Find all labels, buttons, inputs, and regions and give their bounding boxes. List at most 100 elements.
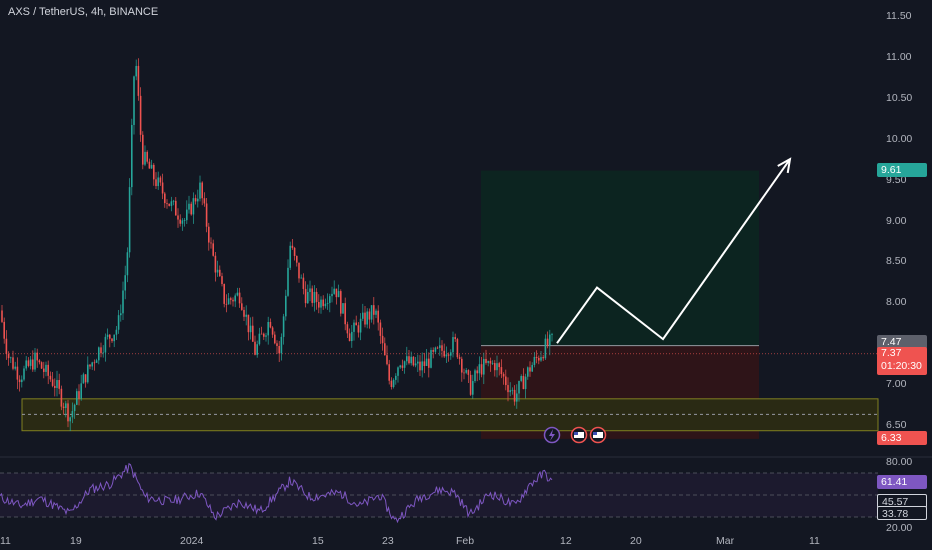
last-price-badge: 7.37 01:20:30 [877, 347, 927, 375]
candle-body [384, 343, 386, 356]
candle [551, 332, 553, 342]
candle [40, 361, 43, 370]
candle [544, 334, 547, 361]
candle-body [102, 352, 104, 354]
candle [498, 361, 500, 376]
candle-body [67, 403, 69, 422]
candle [34, 348, 36, 372]
candle [102, 345, 104, 358]
candle-body [441, 345, 443, 351]
candle-body [364, 312, 366, 325]
candle [502, 372, 505, 385]
candle [16, 357, 19, 390]
candle [12, 350, 14, 371]
candle-body [197, 198, 199, 202]
candle [403, 360, 406, 374]
candle [531, 362, 533, 372]
candle-body [100, 347, 102, 354]
candle [254, 335, 256, 356]
candle-body [527, 367, 529, 377]
candle-body [546, 338, 549, 346]
candle [245, 305, 247, 326]
candle-body [3, 321, 5, 339]
candle [318, 294, 320, 314]
candle [60, 385, 63, 411]
candle [146, 150, 148, 164]
candle [10, 356, 12, 363]
candle [91, 361, 93, 370]
candle-body [122, 290, 124, 314]
candle [425, 349, 428, 367]
price-tick-label: 7.00 [886, 378, 907, 391]
candle-body [21, 379, 23, 383]
candle [150, 159, 153, 169]
candle [485, 349, 487, 365]
candle-body [109, 334, 111, 339]
candle-body [131, 124, 133, 188]
candle [285, 289, 287, 321]
candle-body [315, 291, 318, 302]
candle-body [234, 295, 236, 302]
candle-body [25, 360, 27, 369]
candle [263, 332, 265, 340]
symbol-header[interactable]: AXS / TetherUS, 4h, BINANCE [8, 6, 159, 18]
candle [377, 305, 379, 331]
candle-body [7, 354, 10, 359]
candle-body [476, 370, 478, 374]
candle [197, 189, 199, 208]
candle-body [454, 337, 456, 340]
candle [276, 340, 278, 355]
candle-body [540, 357, 542, 361]
candle-body [93, 362, 96, 364]
candle-body [379, 322, 382, 336]
candle [27, 357, 30, 368]
candle [331, 286, 333, 303]
candle-body [311, 288, 313, 303]
candle-body [38, 360, 41, 363]
candle [135, 59, 137, 81]
candle [199, 175, 201, 202]
candle-body [375, 310, 377, 315]
candle [95, 358, 98, 363]
candle [183, 217, 186, 227]
candle [472, 374, 474, 399]
candle [153, 163, 155, 186]
candle [467, 369, 470, 383]
candle-body [318, 301, 320, 308]
candle [441, 340, 443, 358]
candle-body [179, 219, 181, 224]
time-tick-label: 2024 [180, 535, 204, 547]
candle [67, 399, 69, 428]
candle-body [467, 370, 470, 375]
candle [417, 354, 419, 373]
candle-body [139, 95, 142, 135]
candle-body [355, 322, 357, 326]
candle [289, 241, 291, 271]
candle-body [238, 292, 241, 304]
candle-body [516, 393, 518, 402]
candle [478, 356, 481, 381]
candle [234, 293, 236, 308]
candle [353, 319, 355, 341]
candle-body [18, 379, 21, 383]
candle-body [538, 357, 540, 361]
candle [25, 356, 27, 371]
rsi-lower-badge: 33.78 [877, 506, 927, 520]
candle [142, 131, 144, 170]
candle [212, 239, 214, 257]
candle-body [153, 164, 155, 180]
candle [335, 288, 338, 305]
candle-body [192, 198, 195, 215]
candle-series [1, 58, 553, 432]
candle [115, 326, 118, 340]
candle-body [293, 247, 296, 256]
candle-body [366, 311, 368, 325]
candle-body [362, 312, 364, 319]
candle-body [344, 303, 346, 325]
candle-body [461, 358, 463, 373]
candle [265, 332, 267, 342]
candle [351, 324, 353, 348]
candle [249, 317, 252, 340]
candle-body [45, 364, 47, 372]
